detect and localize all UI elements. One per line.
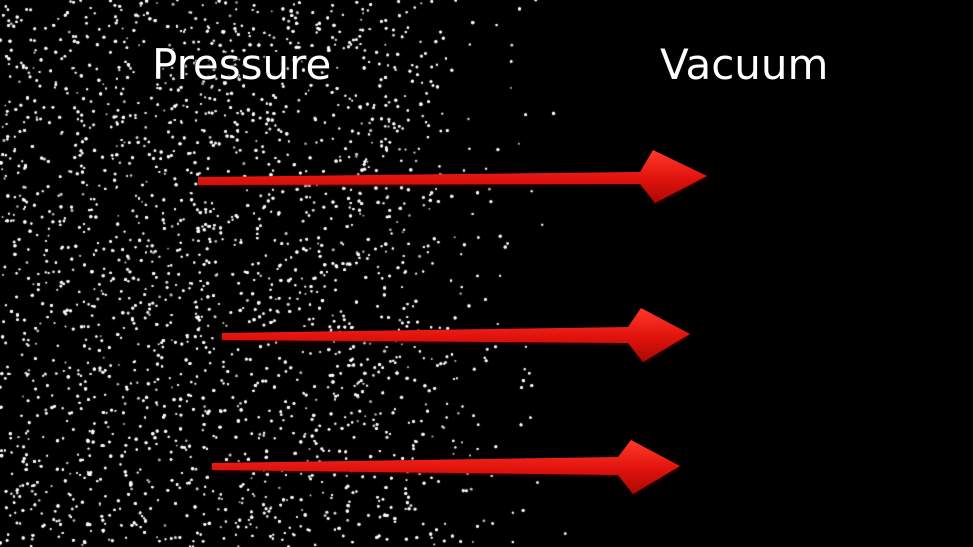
pressure-label: Pressure bbox=[152, 40, 332, 89]
vacuum-label: Vacuum bbox=[660, 40, 829, 89]
arrow-bottom bbox=[212, 440, 681, 496]
arrow-top bbox=[198, 150, 708, 205]
arrow-middle bbox=[222, 308, 691, 364]
